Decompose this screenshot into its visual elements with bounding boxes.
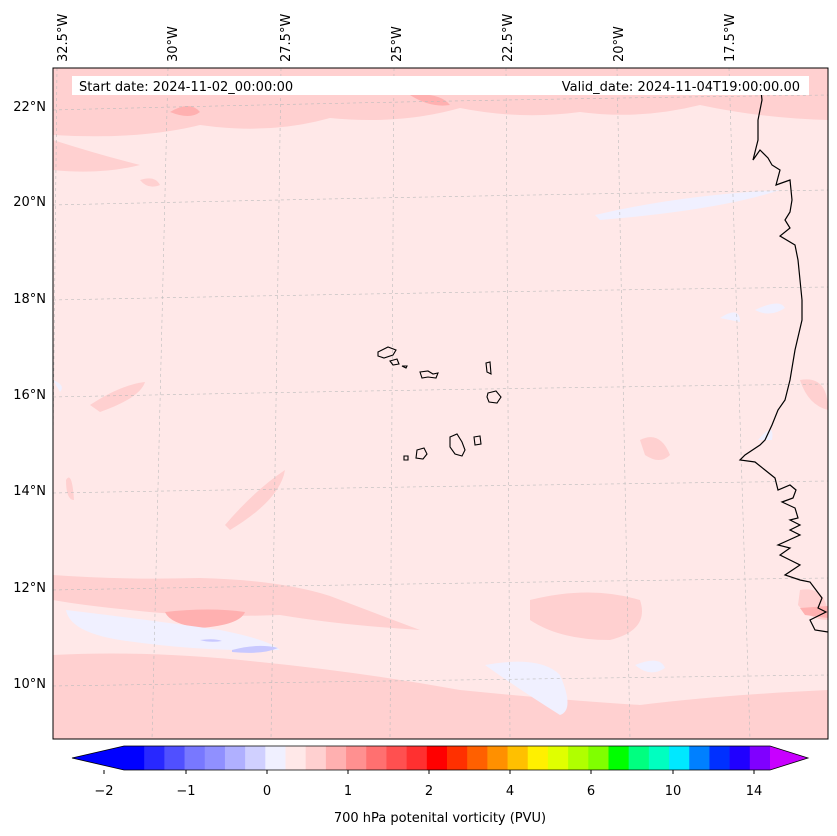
colorbar-ticks: −2 −1 0 1 2 4 6 10 14 [94,784,762,799]
colorbar-segment [467,746,488,770]
colorbar-tick-label: −2 [94,784,113,799]
colorbar-segment [729,746,751,770]
colorbar-segment [164,746,186,770]
island-fogo [415,447,428,460]
lon-label: 25°W [390,26,405,62]
island-brava [403,455,409,461]
colorbar-segment [184,746,206,770]
colorbar-segment [507,746,529,770]
colorbar-segment [325,746,347,770]
cape-verde-islands [377,346,502,461]
date-banner [72,76,809,95]
colorbar-segment [265,746,286,770]
colorbar-segment [285,746,307,770]
colorbar-segment [124,746,145,770]
graticule [53,68,828,739]
map-panel [53,68,828,739]
colorbar-segment [144,746,165,770]
colorbar-tick-label: 6 [587,784,595,799]
lat-label: 18°N [13,292,46,307]
colorbar-segment [305,746,327,770]
island-maio [473,435,482,446]
colorbar-segment [487,746,509,770]
colorbar-tick-label: 14 [746,784,763,799]
lat-label: 12°N [13,581,46,596]
colorbar-over-arrow [770,746,808,770]
colorbar-under-arrow [72,746,124,770]
island-sao-vicente [389,358,400,366]
colorbar-segment [447,746,468,770]
island-santa-luzia [401,365,408,369]
island-sao-nicolau [419,370,439,379]
island-santiago [449,433,466,457]
colorbar-tick-label: −1 [176,784,195,799]
colorbar-tick-label: 1 [344,784,352,799]
colorbar-segment [406,746,428,770]
lat-label: 14°N [13,484,46,499]
colorbar-segment [588,746,609,770]
map-frame [52,67,829,740]
lon-label: 22.5°W [501,14,516,62]
valid-date-label: Valid_date: 2024-11-04T19:00:00.00 [562,80,800,95]
lat-label: 20°N [13,195,46,210]
colorbar-segment [245,746,266,770]
colorbar-segment [366,746,387,770]
colorbar-title: 700 hPa potenital vorticity (PVU) [334,811,546,826]
colorbar-outline [71,745,810,771]
colorbar-segment [709,746,731,770]
island-boa-vista [486,390,502,404]
start-date-label: Start date: 2024-11-02_00:00:00 [79,80,293,95]
colorbar-segment [568,746,589,770]
coastline [738,81,828,633]
colorbar-tick-label: 2 [425,784,433,799]
colorbar-segment [669,746,690,770]
lon-label: 20°W [612,26,627,62]
colorbar-segment [689,746,710,770]
lon-label: 30°W [166,26,181,62]
colorbar-segment [749,746,771,770]
lon-label: 32.5°W [56,14,71,62]
colorbar-segment [648,746,670,770]
colorbar-segment [628,746,650,770]
lon-label: 17.5°W [723,14,738,62]
colorbar-tick-label: 10 [665,784,682,799]
pv-weak-negative-regions [200,639,278,653]
lat-label: 10°N [13,677,46,692]
longitude-labels: 32.5°W 30°W 27.5°W 25°W 22.5°W 20°W 17.5… [56,14,738,62]
colorbar-segment [386,746,408,770]
lat-label: 16°N [13,388,46,403]
colorbar-segment [204,746,226,770]
colorbar-segment [224,746,246,770]
colorbar-segment [346,746,367,770]
colorbar-tick-label: 4 [506,784,514,799]
lat-label: 22°N [13,100,46,115]
island-sal [485,361,492,375]
colorbar-segment [547,746,569,770]
colorbar-segment [426,746,448,770]
colorbar-segment [527,746,549,770]
africa-coastline [738,81,828,633]
colorbar-segment [608,746,630,770]
island-santo-antao [377,346,397,359]
lon-label: 27.5°W [279,14,294,62]
latitude-labels: 22°N 20°N 18°N 16°N 14°N 12°N 10°N [13,100,46,692]
colorbar-tick-label: 0 [263,784,271,799]
pv-negative-regions [53,190,785,715]
colorbar [71,745,810,774]
